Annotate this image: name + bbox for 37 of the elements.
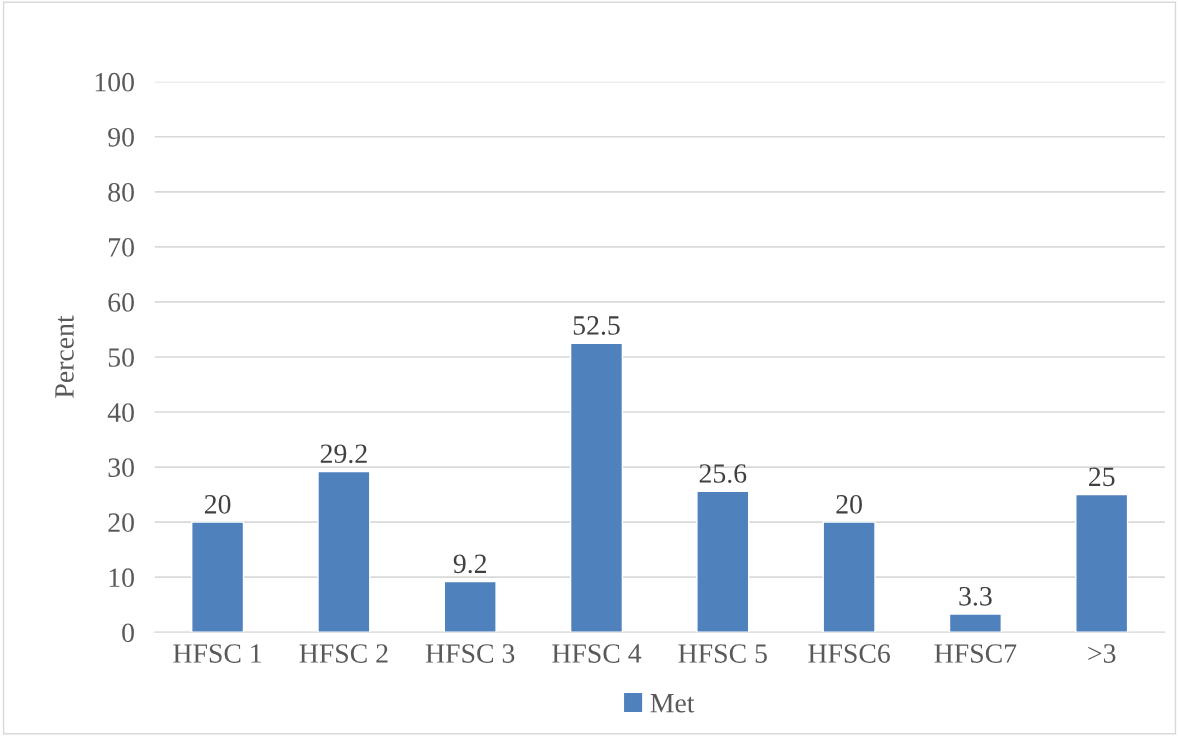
y-tick-label: 80 bbox=[108, 182, 134, 202]
data-label: 52.5 bbox=[573, 316, 620, 335]
x-tick-label: HFSC 2 bbox=[299, 644, 388, 663]
data-label: 20 bbox=[204, 494, 231, 514]
data-label: 3.3 bbox=[959, 586, 992, 606]
y-tick-label: 30 bbox=[108, 458, 134, 477]
x-tick-label: HFSC6 bbox=[808, 644, 890, 663]
x-tick-label: HFSC 4 bbox=[552, 644, 642, 663]
data-label: 29.2 bbox=[320, 444, 367, 464]
y-tick-label: 100 bbox=[95, 72, 134, 92]
x-tick-label: >3 bbox=[1088, 644, 1116, 663]
bar bbox=[317, 470, 371, 633]
x-tick-label: HFSC 5 bbox=[678, 644, 767, 663]
data-label: 25 bbox=[1089, 467, 1115, 487]
bar bbox=[696, 490, 750, 633]
x-tick-label: HFSC 3 bbox=[425, 644, 515, 663]
y-tick-label: 50 bbox=[108, 348, 134, 367]
data-label: 9.2 bbox=[453, 554, 487, 574]
y-tick-label: 20 bbox=[108, 513, 134, 533]
bar bbox=[822, 521, 876, 633]
y-tick-label: 10 bbox=[109, 568, 134, 588]
y-tick-label: 0 bbox=[122, 623, 134, 643]
data-label: 25.6 bbox=[699, 464, 747, 483]
legend-label: Met bbox=[650, 694, 695, 713]
bar bbox=[569, 342, 624, 633]
bar bbox=[443, 580, 497, 633]
y-tick-label: 90 bbox=[108, 127, 134, 147]
bar bbox=[191, 521, 245, 633]
x-tick-label: HFSC7 bbox=[934, 644, 1017, 663]
y-axis-title: Percent bbox=[55, 315, 74, 398]
bar bbox=[1075, 493, 1129, 633]
y-tick-label: 70 bbox=[109, 238, 134, 257]
bar bbox=[948, 613, 1002, 633]
data-label: 20 bbox=[836, 494, 862, 514]
y-tick-label: 40 bbox=[107, 403, 134, 422]
y-tick-label: 60 bbox=[108, 293, 134, 312]
x-tick-label: HFSC 1 bbox=[173, 644, 262, 663]
